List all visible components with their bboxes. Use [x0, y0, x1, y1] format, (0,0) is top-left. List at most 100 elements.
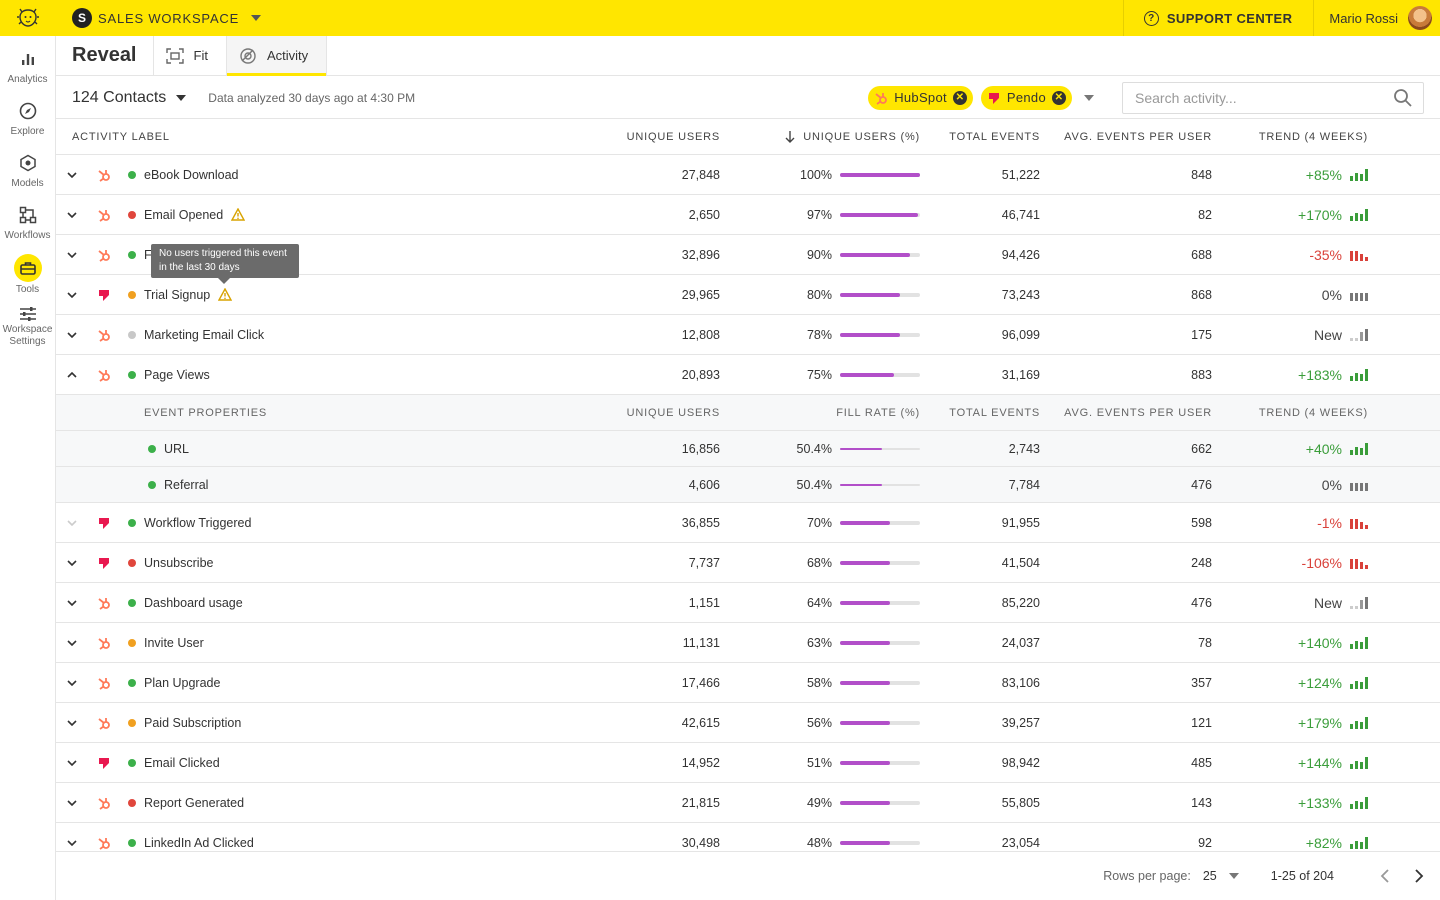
chevron-down-icon[interactable] — [67, 211, 77, 218]
expand-toggle[interactable] — [56, 799, 88, 806]
sparkline-bar — [1355, 337, 1358, 341]
filter-chip-hubspot[interactable]: HubSpot ✕ — [868, 85, 973, 110]
avg-events-per-user: 883 — [1191, 367, 1212, 382]
expand-toggle[interactable] — [56, 291, 88, 298]
column-header-unique-users[interactable]: UNIQUE USERS — [626, 130, 720, 143]
sparkline-bar — [1360, 681, 1363, 689]
column-header-activity-label[interactable]: ACTIVITY LABEL — [72, 130, 170, 143]
column-header-unique-users-pct[interactable]: UNIQUE USERS (%) — [720, 130, 920, 143]
table-row[interactable]: Page Views 20,893 75% 31,169 883 +183% — [56, 355, 1440, 395]
chevron-down-icon[interactable] — [67, 759, 77, 766]
column-header-avg-events[interactable]: AVG. EVENTS PER USER — [1064, 130, 1212, 143]
chevron-down-icon[interactable] — [67, 171, 77, 178]
contacts-selector[interactable]: 124 Contacts — [72, 89, 187, 107]
workspace-selector[interactable]: S SALES WORKSPACE — [72, 8, 262, 28]
expand-toggle[interactable] — [56, 559, 88, 566]
chevron-down-icon[interactable] — [67, 331, 77, 338]
chevron-down-icon[interactable] — [67, 251, 77, 258]
rows-per-page-select[interactable]: 25 — [1203, 869, 1239, 883]
table-row[interactable]: Plan Upgrade 17,466 58% 83,106 357 +124% — [56, 663, 1440, 703]
chevron-down-icon[interactable] — [67, 519, 77, 526]
tab-fit[interactable]: Fit — [154, 36, 227, 75]
remove-filter-icon[interactable]: ✕ — [1052, 90, 1066, 105]
next-page-icon[interactable] — [1414, 869, 1424, 883]
table-row[interactable]: F 32,896 90% 94,426 688 -35% — [56, 235, 1440, 275]
previous-page-icon[interactable] — [1380, 869, 1390, 883]
chevron-down-icon[interactable] — [67, 639, 77, 646]
property-row[interactable]: URL 16,856 50.4% 2,743 662 +40% — [56, 431, 1440, 467]
avg-events-per-user: 78 — [1198, 635, 1212, 650]
tab-activity[interactable]: Activity — [226, 36, 328, 76]
filter-chip-pendo[interactable]: Pendo ✕ — [980, 85, 1072, 110]
table-row[interactable]: Email Opened 2,650 97% 46,741 82 +170% — [56, 195, 1440, 235]
trend: +82% — [1212, 835, 1384, 851]
expand-toggle[interactable] — [56, 679, 88, 686]
sidebar-item-analytics[interactable]: Analytics — [0, 36, 55, 88]
expand-toggle[interactable] — [56, 519, 88, 526]
compass-icon — [15, 98, 41, 124]
table-row[interactable]: Report Generated 21,815 49% 55,805 143 +133% — [56, 783, 1440, 823]
chevron-down-icon[interactable] — [1084, 94, 1094, 101]
table-row[interactable]: Invite User 11,131 63% 24,037 78 +140% — [56, 623, 1440, 663]
expand-toggle[interactable] — [56, 371, 88, 378]
table-row[interactable]: Trial Signup 29,965 80% 73,243 868 0% — [56, 275, 1440, 315]
user-menu[interactable]: Mario Rossi — [1313, 0, 1440, 36]
hubspot-icon — [98, 209, 110, 222]
expand-toggle[interactable] — [56, 251, 88, 258]
table-row[interactable]: Dashboard usage 1,151 64% 85,220 476 New — [56, 583, 1440, 623]
trend-sparkline — [1350, 289, 1368, 301]
column-header-total-events[interactable]: TOTAL EVENTS — [949, 130, 1040, 143]
trend: New — [1212, 327, 1384, 343]
expand-toggle[interactable] — [56, 719, 88, 726]
expand-toggle[interactable] — [56, 211, 88, 218]
sparkline-bar — [1360, 801, 1363, 809]
table-row[interactable]: Unsubscribe 7,737 68% 41,504 248 -106% — [56, 543, 1440, 583]
source-icon — [88, 596, 120, 610]
table-row[interactable]: Paid Subscription 42,615 56% 39,257 121 +179% — [56, 703, 1440, 743]
expand-toggle[interactable] — [56, 839, 88, 846]
chevron-down-icon[interactable] — [67, 679, 77, 686]
expand-toggle[interactable] — [56, 639, 88, 646]
chevron-down-icon[interactable] — [67, 719, 77, 726]
status-dot — [128, 290, 136, 299]
workspace-logo: S — [72, 8, 92, 28]
unique-users-pct: 100% — [720, 168, 920, 182]
chevron-down-icon[interactable] — [67, 799, 77, 806]
search-input[interactable] — [1123, 89, 1393, 106]
chevron-down-icon[interactable] — [67, 839, 77, 846]
subheader: Reveal Fit Activity — [56, 36, 1440, 76]
sidebar-item-workspace-settings[interactable]: Workspace Settings — [0, 296, 55, 348]
chevron-down-icon[interactable] — [67, 291, 77, 298]
sidebar-item-explore[interactable]: Explore — [0, 88, 55, 140]
sidebar-item-workflows[interactable]: Workflows — [0, 192, 55, 244]
expand-toggle[interactable] — [56, 759, 88, 766]
table-row[interactable]: Marketing Email Click 12,808 78% 96,099 175 N… — [56, 315, 1440, 355]
source-icon — [88, 208, 120, 222]
expand-toggle[interactable] — [56, 331, 88, 338]
warning-icon[interactable] — [231, 208, 246, 221]
sidebar-item-tools[interactable]: Tools — [0, 244, 55, 296]
expand-toggle[interactable] — [56, 599, 88, 606]
chevron-up-icon[interactable] — [67, 371, 77, 378]
column-header-trend[interactable]: TREND (4 WEEKS) — [1258, 130, 1368, 143]
percent-bar-fill — [840, 640, 890, 645]
app-logo[interactable] — [0, 0, 56, 36]
sidebar-item-models[interactable]: Models — [0, 140, 55, 192]
remove-filter-icon[interactable]: ✕ — [952, 90, 967, 105]
column-header-unique-users: UNIQUE USERS — [626, 406, 720, 419]
property-row[interactable]: Referral 4,606 50.4% 7,784 476 0% — [56, 467, 1440, 503]
table-row[interactable]: Email Clicked 14,952 51% 98,942 485 +144% — [56, 743, 1440, 783]
avg-events-per-user: 82 — [1198, 207, 1212, 222]
help-icon: ? — [1143, 10, 1159, 26]
trend-value: -106% — [1301, 554, 1342, 571]
chevron-down-icon[interactable] — [67, 559, 77, 566]
table-row[interactable]: eBook Download 27,848 100% 51,222 848 +85% — [56, 155, 1440, 195]
expand-toggle[interactable] — [56, 171, 88, 178]
support-center-button[interactable]: ? SUPPORT CENTER — [1122, 0, 1314, 36]
chevron-down-icon[interactable] — [67, 599, 77, 606]
search-icon[interactable] — [1393, 88, 1413, 108]
warning-icon[interactable] — [218, 288, 233, 301]
total-events: 41,504 — [1001, 555, 1040, 570]
sparkline-bar — [1360, 447, 1363, 455]
table-row[interactable]: Workflow Triggered 36,855 70% 91,955 598 -1% — [56, 503, 1440, 543]
